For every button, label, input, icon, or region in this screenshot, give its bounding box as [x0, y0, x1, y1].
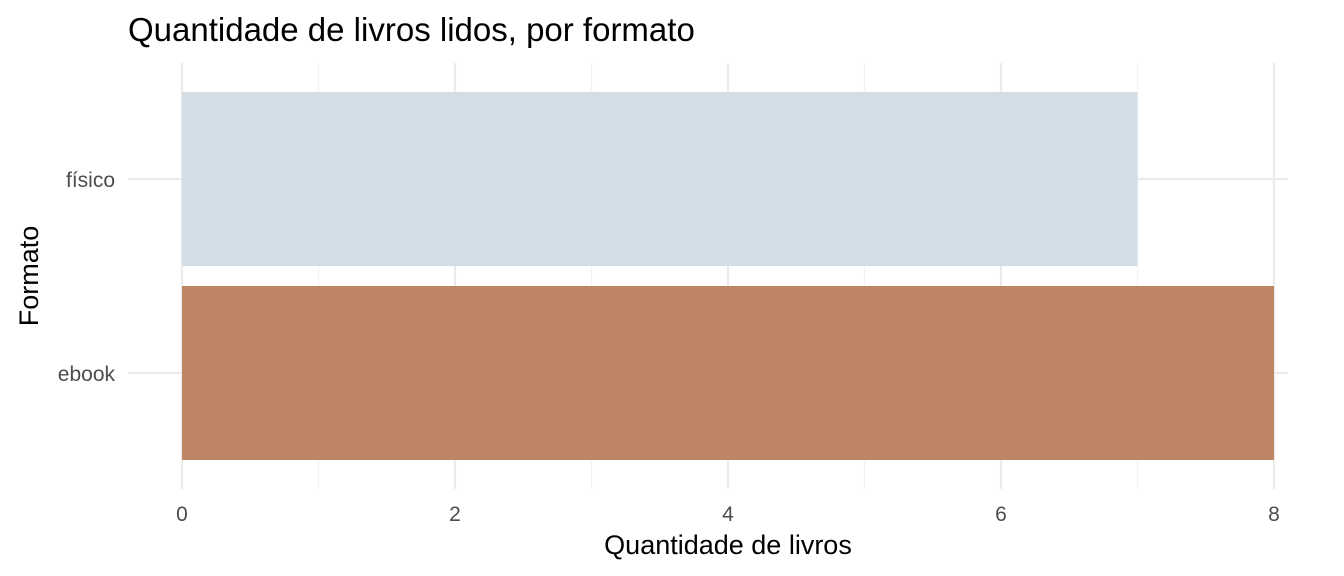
x-tick-label: 6: [995, 503, 1007, 526]
bar-fisico: [182, 92, 1138, 266]
bar-ebook: [182, 286, 1274, 460]
x-tick-label: 8: [1268, 503, 1280, 526]
y-axis-title: Formato: [14, 226, 44, 327]
chart-title: Quantidade de livros lidos, por formato: [128, 11, 695, 48]
y-tick-label: físico: [66, 169, 115, 192]
x-tick-label: 2: [449, 503, 461, 526]
x-axis-ticks: 0 2 4 6 8: [176, 503, 1280, 526]
y-axis-ticks: físico ebook: [58, 169, 116, 386]
x-tick-label: 4: [722, 503, 734, 526]
x-tick-label: 0: [176, 503, 188, 526]
x-axis-title: Quantidade de livros: [604, 530, 852, 560]
y-tick-label: ebook: [58, 363, 116, 386]
bars: [182, 92, 1274, 460]
